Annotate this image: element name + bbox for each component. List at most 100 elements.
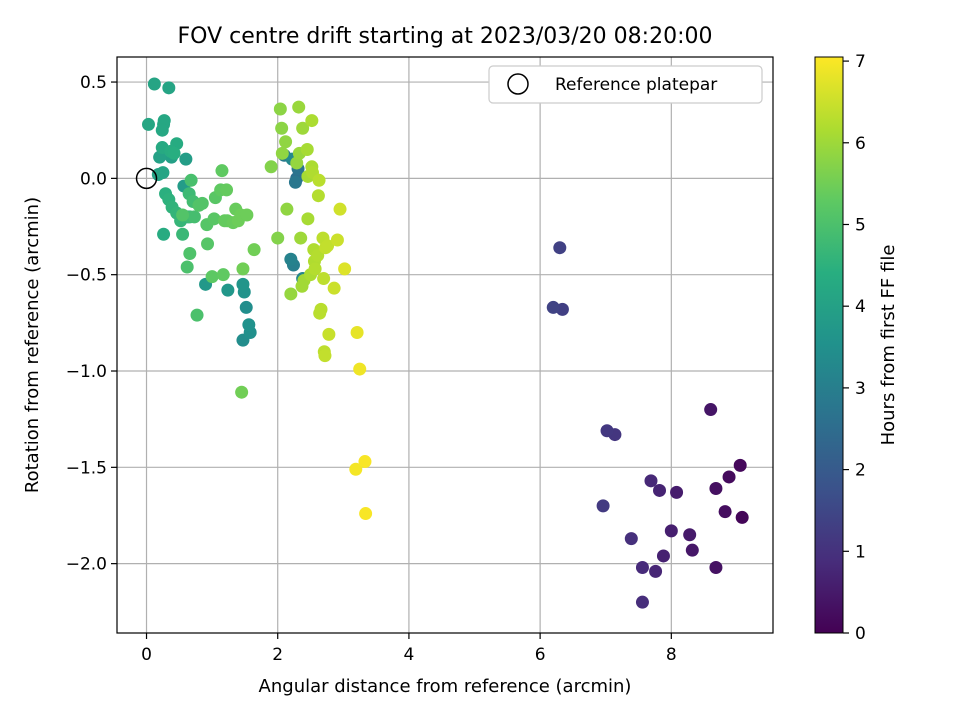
colorbar: 0 1 2 3 4 5 6 7 Hours from first FF file [814, 52, 899, 644]
data-point [284, 287, 298, 301]
data-point [301, 212, 315, 226]
data-point [184, 173, 198, 187]
data-point [288, 175, 302, 189]
data-point [162, 81, 176, 95]
data-point [321, 239, 335, 253]
data-point [183, 246, 197, 260]
y-tick-label: −2.0 [66, 555, 107, 575]
data-point [216, 268, 230, 282]
plot-frame [116, 56, 774, 634]
data-point [275, 121, 289, 135]
data-point [187, 210, 201, 224]
data-point [236, 262, 250, 276]
data-point [338, 262, 352, 276]
data-point [236, 277, 250, 291]
data-point [176, 227, 190, 241]
legend-box [488, 65, 763, 104]
data-point [156, 166, 170, 180]
data-point [709, 561, 723, 575]
data-point [718, 505, 732, 519]
data-point [314, 302, 328, 316]
data-point [359, 507, 373, 521]
data-point [353, 362, 367, 376]
x-tick-label: 0 [141, 645, 152, 665]
data-point [190, 308, 204, 322]
data-point [300, 142, 314, 156]
data-point [296, 121, 310, 135]
colorbar-gradient [814, 56, 844, 634]
y-tick-label: 0.0 [80, 169, 107, 189]
data-point [284, 252, 298, 266]
legend-label: Reference platepar [555, 75, 717, 95]
x-axis-label: Angular distance from reference (arcmin) [259, 676, 632, 697]
chart-title: FOV centre drift starting at 2023/03/20 … [178, 24, 713, 49]
colorbar-tick-label: 4 [855, 297, 866, 317]
data-point [305, 114, 319, 128]
data-point [318, 349, 332, 363]
y-tick-label: −1.0 [66, 362, 107, 382]
x-tick-label: 2 [272, 645, 283, 665]
grid [117, 57, 773, 633]
data-point [273, 102, 287, 116]
data-point [349, 462, 363, 476]
data-point [180, 260, 194, 274]
legend-marker-icon [507, 73, 529, 95]
data-point [271, 231, 285, 245]
data-point [167, 146, 181, 160]
data-point [294, 231, 308, 245]
data-point [235, 385, 249, 399]
data-point [157, 227, 171, 241]
data-point [317, 272, 331, 286]
data-point [350, 325, 364, 339]
colorbar-ticks: 0 1 2 3 4 5 6 7 [843, 52, 866, 644]
reference-platepar-marker [135, 167, 158, 190]
data-point [685, 543, 699, 557]
colorbar-tick-label: 2 [855, 461, 866, 481]
data-point [333, 202, 347, 216]
data-point [664, 524, 678, 538]
colorbar-tick-label: 5 [855, 215, 866, 235]
data-point [221, 283, 235, 297]
data-point [176, 208, 190, 222]
colorbar-tick-label: 7 [855, 52, 866, 72]
colorbar-tick-label: 6 [855, 134, 866, 154]
data-point [207, 212, 221, 226]
data-point [279, 135, 293, 149]
data-point [295, 279, 309, 293]
data-point [264, 160, 278, 174]
y-tick-label: −1.5 [66, 458, 107, 478]
data-point [195, 196, 209, 210]
data-point [709, 482, 723, 496]
data-point [330, 233, 344, 247]
colorbar-tick-label: 1 [855, 542, 866, 562]
data-point [722, 470, 736, 484]
data-point [179, 152, 193, 166]
data-point [311, 189, 325, 203]
data-point [147, 77, 161, 91]
y-axis-label: Rotation from reference (arcmin) [22, 197, 43, 493]
x-tick-label: 4 [404, 645, 415, 665]
x-tick-label: 6 [535, 645, 546, 665]
data-point [201, 237, 215, 251]
data-point [656, 549, 670, 563]
data-point [157, 114, 171, 128]
data-point [240, 208, 254, 222]
data-point [635, 561, 649, 575]
data-point [322, 327, 336, 341]
data-point [704, 403, 718, 417]
data-point [733, 458, 747, 472]
data-point [292, 100, 306, 114]
data-point [600, 424, 614, 438]
data-point [220, 183, 234, 197]
colorbar-label: Hours from first FF file [878, 245, 899, 446]
data-point [670, 485, 684, 499]
colorbar-tick-label: 0 [855, 624, 866, 644]
data-point [312, 173, 326, 187]
data-points [141, 77, 749, 609]
data-point [653, 483, 667, 497]
legend: Reference platepar [488, 65, 763, 104]
y-tick-label: 0.5 [80, 73, 107, 93]
data-point [553, 241, 567, 255]
data-point [239, 300, 253, 314]
